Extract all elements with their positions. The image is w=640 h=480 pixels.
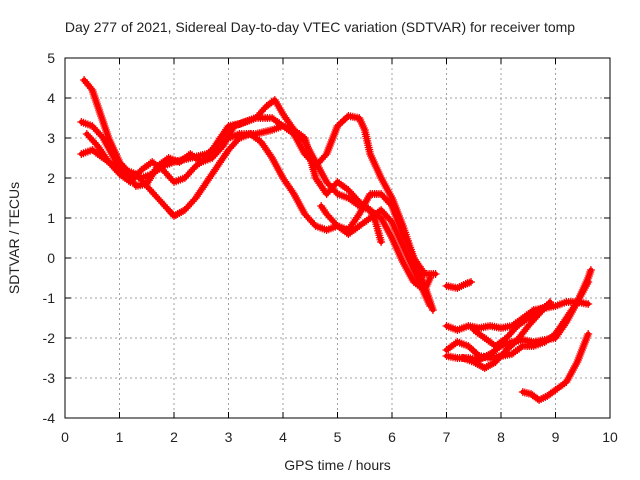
series-track-12 — [469, 300, 554, 350]
x-tick-label: 2 — [170, 429, 178, 445]
x-tick-label: 8 — [497, 429, 505, 445]
x-tick-label: 9 — [552, 429, 560, 445]
data-series-layer — [77, 76, 595, 404]
plus-markers — [442, 278, 475, 292]
x-tick-label: 4 — [279, 429, 287, 445]
series-track-4 — [82, 114, 386, 246]
x-tick-label: 10 — [602, 429, 618, 445]
y-tick-label: 2 — [47, 170, 55, 186]
plus-markers — [518, 330, 593, 404]
plus-markers — [469, 300, 554, 350]
plus-markers — [317, 190, 440, 278]
y-tick-label: 3 — [47, 130, 55, 146]
y-tick-label: -4 — [43, 410, 56, 426]
x-tick-label: 7 — [443, 429, 451, 445]
series-track-6 — [442, 278, 475, 292]
x-axis-label: GPS time / hours — [284, 457, 391, 473]
y-tick-label: 0 — [47, 250, 55, 266]
y-tick-label: -1 — [43, 290, 56, 306]
series-track-5 — [317, 190, 440, 278]
x-tick-label: 5 — [334, 429, 342, 445]
y-tick-label: 1 — [47, 210, 55, 226]
series-track-11 — [518, 330, 593, 404]
chart-title: Day 277 of 2021, Sidereal Day-to-day VTE… — [65, 19, 575, 35]
x-tick-label: 6 — [388, 429, 396, 445]
y-tick-label: 5 — [47, 50, 55, 66]
x-tick-label: 0 — [61, 429, 69, 445]
y-axis-label: SDTVAR / TECUs — [6, 182, 22, 294]
plus-markers — [82, 114, 386, 246]
axis-ticks: 0 1 2 3 4 5 6 7 8 9 10 -4 -3 -2 -1 0 1 2 3 4 5 — [43, 50, 618, 445]
y-tick-label: -2 — [43, 330, 56, 346]
y-tick-label: 4 — [47, 90, 55, 106]
x-tick-label: 1 — [116, 429, 124, 445]
x-tick-label: 3 — [225, 429, 233, 445]
y-tick-label: -3 — [43, 370, 56, 386]
